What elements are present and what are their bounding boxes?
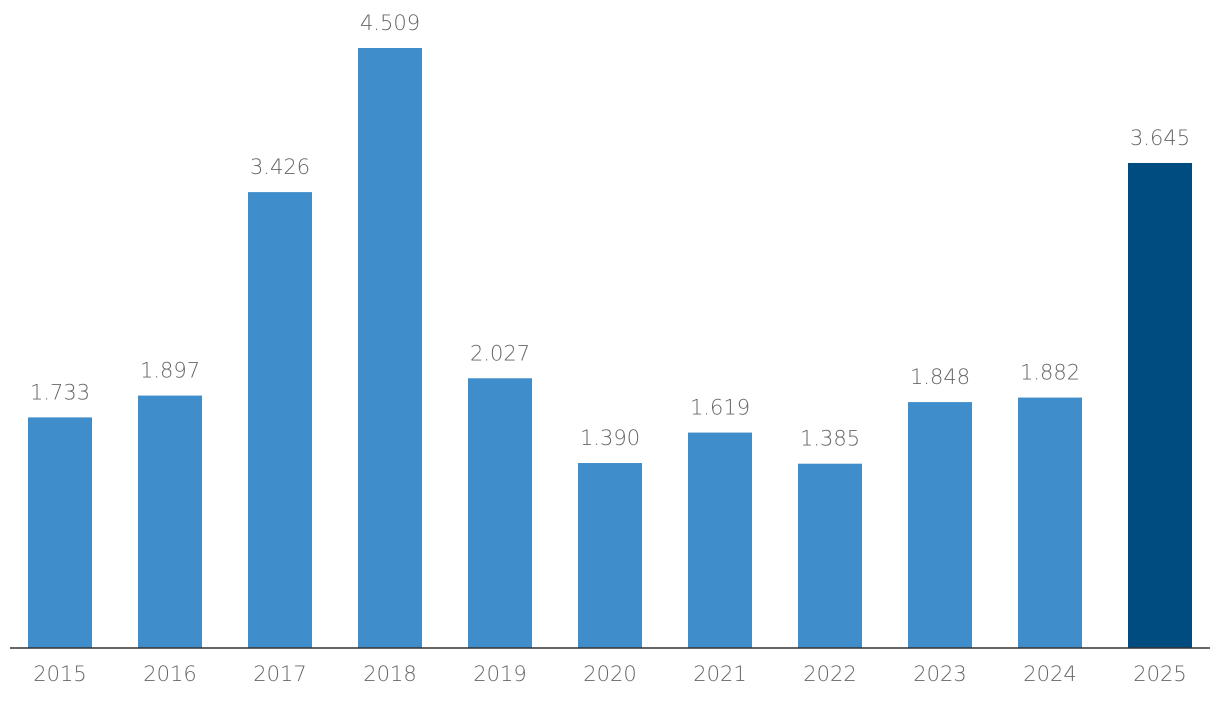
x-tick-label: 2016: [143, 662, 196, 686]
bar: [1128, 162, 1192, 648]
value-label: 1.897: [140, 359, 200, 383]
bar: [578, 463, 642, 648]
bar: [908, 402, 972, 648]
x-tick-label: 2015: [33, 662, 86, 686]
value-label: 1.882: [1020, 361, 1080, 385]
x-tick-label: 2020: [583, 662, 636, 686]
bar: [358, 48, 422, 648]
bar: [688, 432, 752, 648]
value-label: 3.426: [250, 155, 310, 179]
x-tick-label: 2024: [1023, 662, 1076, 686]
value-label: 4.509: [360, 11, 420, 35]
x-tick-label: 2019: [473, 662, 526, 686]
bar: [798, 463, 862, 648]
value-label: 1.848: [910, 365, 970, 389]
value-label: 1.390: [580, 426, 640, 450]
x-tick-label: 2022: [803, 662, 856, 686]
x-tick-label: 2025: [1133, 662, 1186, 686]
bar: [28, 417, 92, 648]
value-label: 3.645: [1130, 126, 1190, 150]
bar: [248, 192, 312, 649]
value-label: 1.385: [800, 427, 860, 451]
value-label: 1.619: [690, 396, 750, 420]
bar: [138, 395, 202, 648]
value-label: 2.027: [470, 341, 530, 365]
x-tick-label: 2021: [693, 662, 746, 686]
x-tick-label: 2017: [253, 662, 306, 686]
bar: [1018, 397, 1082, 648]
value-label: 1.733: [30, 380, 90, 404]
bar: [468, 378, 532, 648]
x-tick-label: 2023: [913, 662, 966, 686]
x-tick-label: 2018: [363, 662, 416, 686]
